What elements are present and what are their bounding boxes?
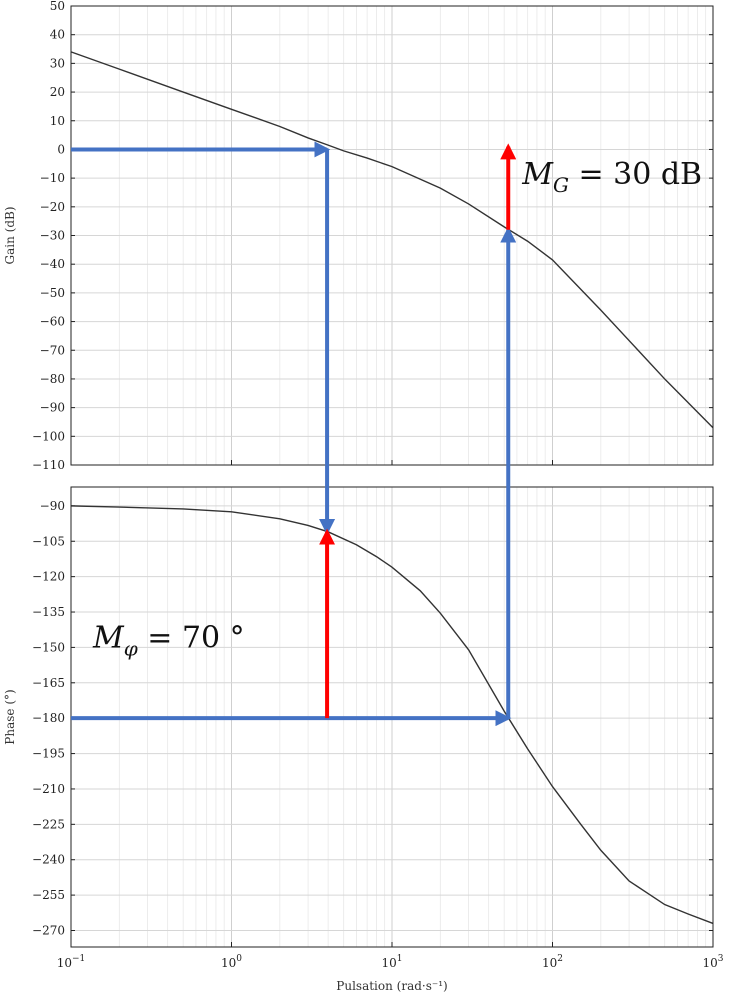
y-tick-label: 0 xyxy=(57,142,65,156)
x-tick-exponent: −1 xyxy=(72,954,85,964)
y-tick-label: −270 xyxy=(32,923,65,937)
phase-margin-annotation: Mφ = 70 ° xyxy=(92,620,245,660)
x-tick-base: 10 xyxy=(702,956,717,970)
y-tick-label: −165 xyxy=(32,676,65,690)
phase-margin-symbol: M xyxy=(92,620,125,655)
x-tick-exponent: 2 xyxy=(557,954,563,964)
y-tick-label: −240 xyxy=(32,853,65,867)
y-tick-label: −135 xyxy=(32,605,65,619)
y-tick-label: 30 xyxy=(50,56,65,70)
y-tick-label: −70 xyxy=(40,343,65,357)
y-tick-label: −10 xyxy=(40,171,65,185)
gain-margin-annotation: MG = 30 dB xyxy=(521,157,702,197)
x-tick-label: 103 xyxy=(702,954,723,970)
y-tick-label: −150 xyxy=(32,640,65,654)
x-tick-label: 101 xyxy=(381,954,402,970)
phase-x-ticks: 10−1 100 101 102 103 xyxy=(57,460,724,970)
y-tick-label: −100 xyxy=(32,429,65,443)
y-tick-label: −60 xyxy=(40,315,65,329)
y-tick-label: −195 xyxy=(32,747,65,761)
y-tick-label: −90 xyxy=(40,499,65,513)
y-tick-label: −120 xyxy=(32,570,65,584)
y-tick-label: −180 xyxy=(32,711,65,725)
phase-margin-value: = 70 ° xyxy=(138,620,245,655)
x-tick-exponent: 1 xyxy=(397,954,403,964)
gain-margin-subscript: G xyxy=(553,173,569,197)
construction-lines xyxy=(71,141,517,727)
gain-y-axis-label: Gain (dB) xyxy=(3,207,17,265)
y-tick-label: 20 xyxy=(50,85,65,99)
phase-margin-subscript: φ xyxy=(124,636,138,660)
x-tick-exponent: 0 xyxy=(236,954,242,964)
gain-y-ticks: 50 40 30 20 10 0 −10 −20 −30 −40 −50 −60 −70 −80 −90 −1… xyxy=(32,0,713,472)
phase-curve xyxy=(70,505,714,925)
gain-grid xyxy=(70,5,714,466)
gain-curve xyxy=(70,51,714,429)
y-tick-label: −80 xyxy=(40,372,65,386)
x-tick-label: 102 xyxy=(542,954,563,970)
y-tick-label: −110 xyxy=(32,458,65,472)
y-tick-label: −50 xyxy=(40,286,65,300)
x-tick-exponent: 3 xyxy=(718,954,724,964)
y-tick-label: −105 xyxy=(32,534,65,548)
gain-margin-symbol: M xyxy=(521,157,554,192)
phase-panel: −90−105−120−135−150−165−180−195−210−225−… xyxy=(3,460,724,993)
y-tick-label: −255 xyxy=(32,888,65,902)
y-tick-label: −30 xyxy=(40,229,65,243)
y-tick-label: 10 xyxy=(50,114,65,128)
x-tick-base: 10 xyxy=(221,956,236,970)
x-tick-label: 10−1 xyxy=(57,954,86,970)
y-tick-label: −90 xyxy=(40,401,65,415)
y-tick-label: −20 xyxy=(40,200,65,214)
x-tick-base: 10 xyxy=(542,956,557,970)
y-tick-label: 40 xyxy=(50,28,65,42)
gain-panel: 50 40 30 20 10 0 −10 −20 −30 −40 −50 −60 −70 −80 −90 −1… xyxy=(3,0,714,472)
x-axis-label: Pulsation (rad·s⁻¹) xyxy=(336,979,447,993)
x-tick-base: 10 xyxy=(57,956,72,970)
y-tick-label: −40 xyxy=(40,257,65,271)
x-tick-base: 10 xyxy=(381,956,396,970)
phase-y-ticks: −90 −105 −120 −135 −150 −165 −180 −195 −210 −225 −… xyxy=(32,499,713,937)
y-tick-label: −210 xyxy=(32,782,65,796)
x-tick-label: 100 xyxy=(221,954,242,970)
phase-y-axis-label: Phase (°) xyxy=(3,689,17,744)
gain-margin-value: = 30 dB xyxy=(569,157,702,192)
y-tick-label: 50 xyxy=(50,0,65,13)
y-tick-label: −225 xyxy=(32,817,65,831)
